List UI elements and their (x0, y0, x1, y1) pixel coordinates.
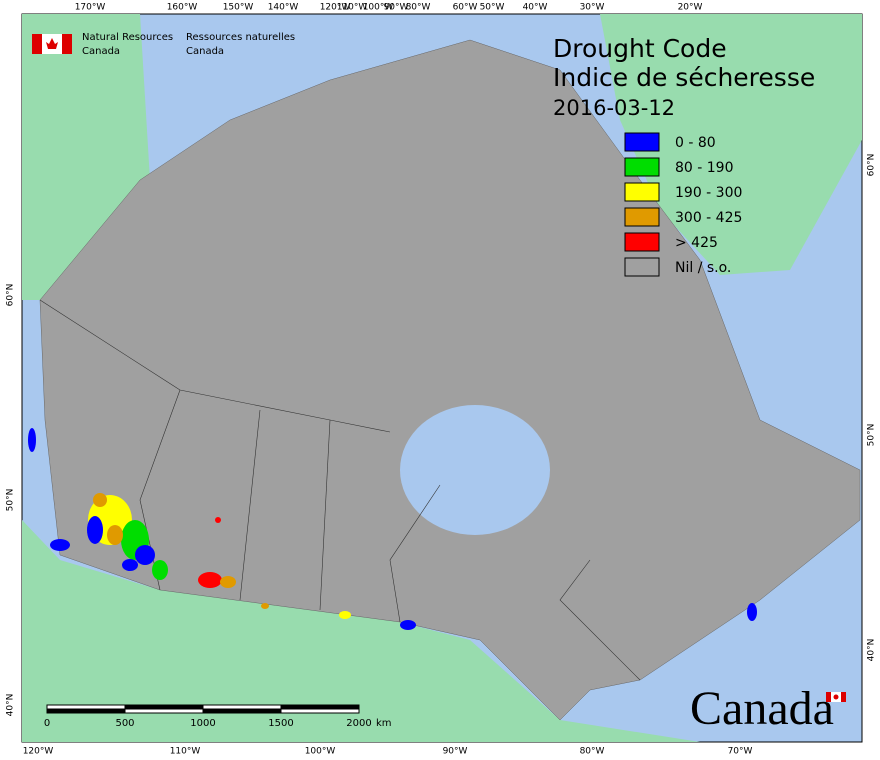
longitude-label: 160°W (167, 3, 198, 13)
hudson-bay (400, 405, 550, 535)
legend-swatch (624, 132, 660, 152)
longitude-label: 50°W (480, 3, 505, 13)
legend-swatch (624, 157, 660, 177)
longitude-label: 120°W (23, 747, 54, 757)
scale-label: 1500 (268, 718, 293, 729)
legend-label: Nil / s.o. (675, 260, 731, 276)
org-name: Canada (186, 46, 224, 57)
longitude-label: 90°W (384, 3, 409, 13)
map-date: 2016-03-12 (553, 96, 675, 120)
legend-swatch (624, 207, 660, 227)
scale-label: 2000 (346, 718, 371, 729)
longitude-label: 100°W (363, 3, 394, 13)
scale-bar (46, 704, 360, 714)
org-name: Ressources naturelles (186, 32, 295, 43)
legend-label: 190 - 300 (675, 185, 742, 201)
latitude-label: 50°N (867, 424, 877, 447)
longitude-label: 80°W (580, 747, 605, 757)
latitude-label: 60°N (6, 284, 16, 307)
latitude-label: 40°N (867, 639, 877, 662)
longitude-label: 80°W (406, 3, 431, 13)
longitude-label: 140°W (268, 3, 299, 13)
legend-label: > 425 (675, 235, 718, 251)
map-title: Indice de sécheresse (553, 63, 815, 92)
legend-swatch (624, 182, 660, 202)
wordmark-flag (826, 692, 846, 702)
usa (22, 520, 700, 742)
scale-label: 1000 (190, 718, 215, 729)
longitude-label: 110°W (170, 747, 201, 757)
longitude-label: 60°W (453, 3, 478, 13)
longitude-label: 70°W (728, 747, 753, 757)
longitude-label: 20°W (678, 3, 703, 13)
map-title: Drought Code (553, 34, 727, 63)
legend-label: 0 - 80 (675, 135, 716, 151)
longitude-label: 170°W (75, 3, 106, 13)
scale-label: 500 (115, 718, 134, 729)
legend-label: 300 - 425 (675, 210, 742, 226)
logo (32, 34, 72, 54)
longitude-label: 120°W (320, 3, 351, 13)
longitude-label: 40°W (523, 3, 548, 13)
latitude-label: 60°N (867, 154, 877, 177)
legend-label: 80 - 190 (675, 160, 734, 176)
wordmark: Canada (690, 682, 834, 735)
org-name: Natural Resources (82, 32, 173, 43)
greenland (600, 14, 862, 275)
alaska (22, 14, 150, 300)
scale-label: 0 (44, 718, 50, 729)
fire-areas (28, 428, 757, 630)
latitude-label: 50°N (6, 489, 16, 512)
org-name: Canada (82, 46, 120, 57)
longitude-label: 90°W (443, 747, 468, 757)
scale-unit: km (376, 718, 392, 729)
legend-swatch (624, 257, 660, 277)
legend-swatch (624, 232, 660, 252)
longitude-label: 100°W (305, 747, 336, 757)
longitude-label: 30°W (580, 3, 605, 13)
latitude-label: 40°N (6, 694, 16, 717)
longitude-label: 110°W (337, 3, 368, 13)
longitude-label: 150°W (223, 3, 254, 13)
